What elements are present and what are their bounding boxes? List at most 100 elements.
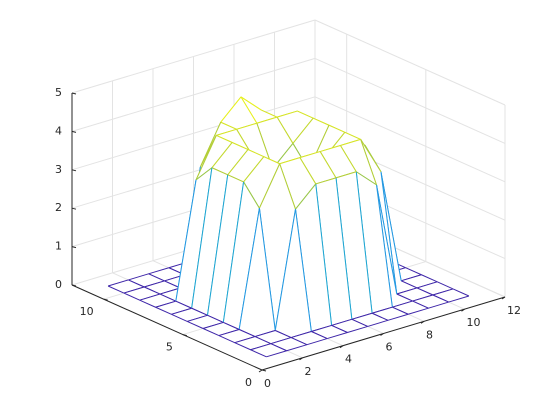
y-tick xyxy=(103,298,108,301)
mesh-edge xyxy=(360,139,377,186)
mesh-face xyxy=(191,167,228,316)
mesh-edge xyxy=(392,300,413,308)
mesh-edge xyxy=(405,267,422,276)
mesh-edge xyxy=(331,318,352,326)
z-tick xyxy=(71,207,77,210)
mesh-edge xyxy=(408,307,429,315)
mesh-face xyxy=(200,122,237,167)
mesh-face xyxy=(227,149,264,182)
mesh-edge xyxy=(139,299,156,308)
mesh-edge xyxy=(236,122,257,130)
mesh-edge xyxy=(396,287,418,295)
mesh-face xyxy=(175,167,212,309)
mesh-edge xyxy=(261,109,278,118)
mesh-edge xyxy=(319,151,337,179)
mesh-edge xyxy=(191,307,208,316)
mesh-edge xyxy=(295,209,312,332)
mesh-edge xyxy=(222,181,245,323)
z-tick-label: 0 xyxy=(55,278,62,291)
mesh-face xyxy=(207,174,244,323)
mesh-edge xyxy=(254,336,272,345)
mesh-edge xyxy=(290,331,312,339)
grid-line xyxy=(314,19,506,106)
mesh-edge xyxy=(412,294,433,302)
mesh-edge xyxy=(148,267,169,275)
y-tick-label: 0 xyxy=(245,376,252,389)
mesh-edge xyxy=(339,145,357,173)
mesh-edge xyxy=(376,184,398,295)
z-tick xyxy=(71,284,77,287)
mesh-edge xyxy=(380,171,402,281)
mesh-edge xyxy=(220,121,237,130)
mesh-edge xyxy=(250,343,271,351)
mesh-edge xyxy=(195,135,217,181)
mesh-edge xyxy=(376,184,393,308)
mesh-face xyxy=(340,139,377,185)
x-tick-label: 6 xyxy=(386,341,393,354)
mesh-edge xyxy=(279,163,296,210)
mesh-edge xyxy=(238,329,256,338)
mesh-edge xyxy=(227,174,244,183)
mesh-edge xyxy=(143,286,161,295)
mesh-edge xyxy=(175,179,197,302)
mesh-edge xyxy=(171,313,188,322)
mesh-edge xyxy=(191,167,213,309)
mesh-face xyxy=(279,157,316,210)
mesh-edge xyxy=(355,171,377,186)
mesh-edge xyxy=(128,273,149,281)
grid-line xyxy=(71,19,316,94)
mesh-edge xyxy=(207,314,224,323)
mesh-edge xyxy=(220,96,242,123)
mesh-edge xyxy=(223,321,240,330)
mesh-face xyxy=(196,135,233,180)
y-tick xyxy=(261,369,267,372)
mesh-face xyxy=(211,142,248,175)
mesh-edge xyxy=(279,157,301,165)
mesh-edge xyxy=(159,293,177,302)
mesh-edge xyxy=(328,124,346,133)
mesh-edge xyxy=(437,281,454,290)
mesh-edge xyxy=(344,131,361,140)
mesh-edge xyxy=(306,338,328,346)
grid-line xyxy=(314,96,506,183)
y-tick xyxy=(182,334,187,337)
x-tick xyxy=(339,345,344,349)
x-tick xyxy=(501,296,506,300)
mesh-edge xyxy=(171,307,192,315)
mesh-face xyxy=(243,156,280,209)
mesh-edge xyxy=(243,181,260,209)
y-tick-label: 10 xyxy=(80,305,94,318)
mesh-edge xyxy=(315,183,333,326)
x-tick-label: 0 xyxy=(264,377,271,390)
mesh-edge xyxy=(243,156,265,183)
mesh-edge xyxy=(387,313,409,321)
mesh-edge xyxy=(270,337,292,345)
mesh-edge xyxy=(327,332,348,340)
mesh-edge xyxy=(416,281,438,289)
mesh-edge xyxy=(254,330,276,338)
mesh-edge xyxy=(412,300,429,309)
mesh-edge xyxy=(351,312,373,320)
mesh-edge xyxy=(312,117,330,126)
y-tick-label: 5 xyxy=(166,341,173,354)
mesh-edge xyxy=(218,329,240,337)
x-tick xyxy=(380,333,384,336)
mesh-edge xyxy=(155,306,172,315)
mesh-edge xyxy=(392,306,409,315)
mesh-edge xyxy=(211,167,228,176)
mesh-edge xyxy=(238,208,260,330)
mesh-edge xyxy=(315,177,337,185)
x-tick-label: 8 xyxy=(426,328,433,341)
mesh-edge xyxy=(211,142,233,169)
mesh-face xyxy=(299,151,336,184)
mesh-edge xyxy=(416,287,434,296)
mesh-face xyxy=(356,171,393,314)
mesh-edge xyxy=(195,167,213,181)
mesh-edge xyxy=(396,293,413,302)
mesh-edge xyxy=(266,350,287,358)
mesh-edge xyxy=(187,320,204,329)
mesh-edge xyxy=(148,273,165,282)
mesh-edge xyxy=(258,163,281,209)
mesh-edge xyxy=(123,286,145,294)
